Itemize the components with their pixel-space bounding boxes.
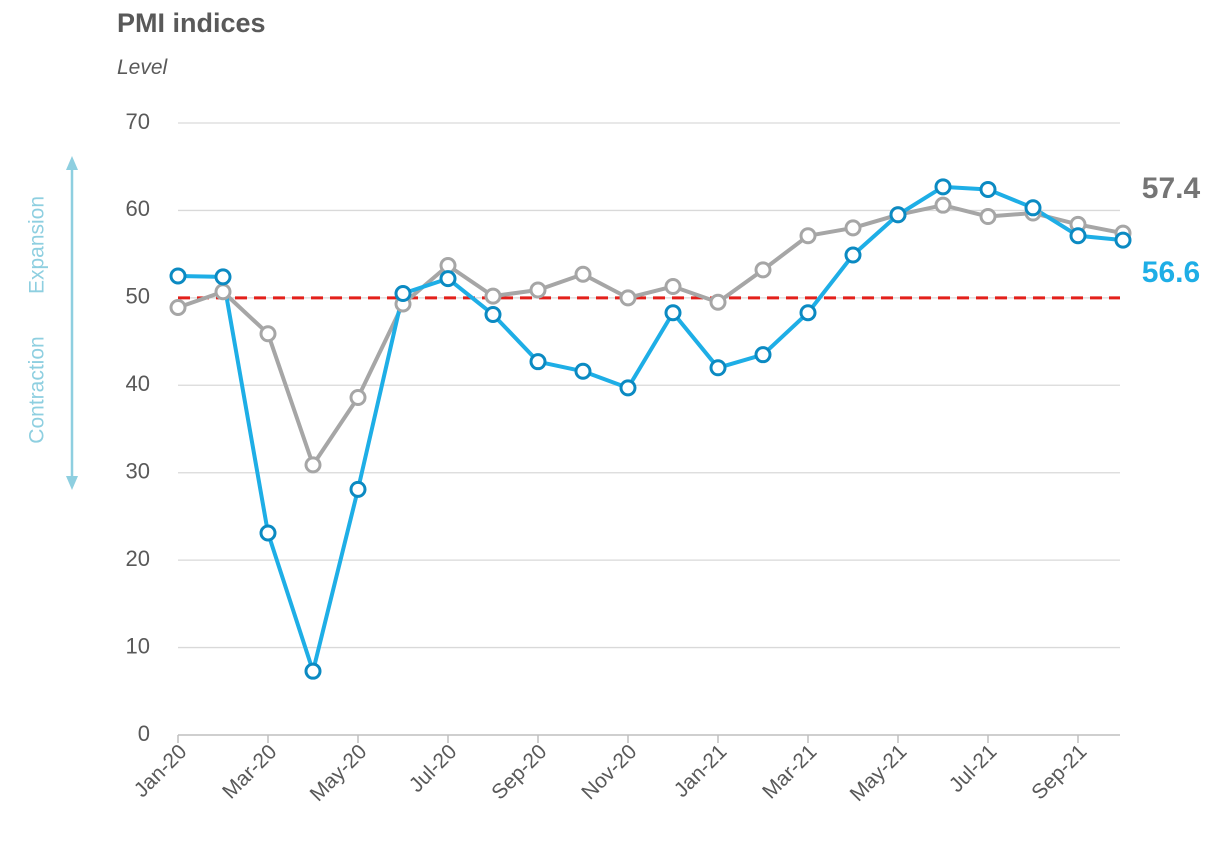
point-marker	[1069, 227, 1087, 245]
point-marker	[214, 268, 232, 286]
point-marker	[304, 456, 322, 474]
point-marker	[709, 293, 727, 311]
point-marker	[754, 261, 772, 279]
point-marker	[214, 283, 232, 301]
arrow-head	[66, 156, 78, 170]
point-marker	[844, 246, 862, 264]
x-tick-label: Jan-20	[130, 740, 192, 802]
y-tick-label: 60	[126, 196, 150, 221]
point-marker	[394, 284, 412, 302]
x-tick-label: May-20	[306, 740, 372, 806]
point-marker	[169, 298, 187, 316]
point-marker	[529, 353, 547, 371]
point-marker	[439, 270, 457, 288]
point-marker	[574, 362, 592, 380]
x-tick-label: Jul-20	[405, 740, 462, 797]
y-tick-label: 70	[126, 109, 150, 134]
arrow-head	[66, 476, 78, 490]
end-label: 56.6	[1142, 256, 1200, 289]
annotation: Contraction	[26, 336, 49, 443]
chart-title: PMI indices	[117, 8, 266, 38]
chart-subtitle: Level	[117, 56, 169, 79]
point-marker	[664, 277, 682, 295]
point-marker	[844, 219, 862, 237]
y-tick-label: 50	[126, 284, 150, 309]
y-tick-label: 40	[126, 371, 150, 396]
point-marker	[1024, 199, 1042, 217]
x-tick-label: May-21	[846, 740, 912, 806]
point-marker	[889, 206, 907, 224]
point-marker	[799, 304, 817, 322]
point-marker	[934, 196, 952, 214]
point-marker	[799, 227, 817, 245]
point-marker	[574, 265, 592, 283]
point-marker	[304, 662, 322, 680]
point-marker	[619, 289, 637, 307]
point-marker	[484, 287, 502, 305]
x-tick-label: Mar-20	[218, 740, 281, 803]
point-marker	[349, 389, 367, 407]
x-tick-label: Sep-20	[487, 740, 551, 804]
series-line	[177, 184, 1124, 674]
point-marker	[259, 325, 277, 343]
x-tick-label: Nov-20	[577, 740, 641, 804]
y-tick-label: 10	[126, 633, 150, 658]
y-tick-label: 30	[126, 459, 150, 484]
point-marker	[934, 178, 952, 196]
point-marker	[1114, 231, 1132, 249]
point-marker	[529, 281, 547, 299]
y-tick-label: 20	[126, 546, 150, 571]
point-marker	[619, 379, 637, 397]
point-marker	[169, 267, 187, 285]
point-marker	[664, 304, 682, 322]
point-marker	[709, 359, 727, 377]
annotation: Expansion	[26, 196, 49, 294]
series-line	[177, 203, 1124, 467]
point-marker	[349, 480, 367, 498]
x-tick-label: Sep-21	[1027, 740, 1091, 804]
x-tick-label: Mar-21	[758, 740, 821, 803]
point-marker	[754, 346, 772, 364]
y-tick-label: 0	[138, 721, 150, 746]
point-marker	[979, 180, 997, 198]
x-tick-label: Jul-21	[945, 740, 1002, 797]
point-marker	[979, 208, 997, 226]
end-label: 57.4	[1142, 172, 1201, 205]
point-marker	[484, 305, 502, 323]
point-marker	[259, 524, 277, 542]
x-tick-label: Jan-21	[670, 740, 732, 802]
range-arrow	[66, 156, 78, 490]
